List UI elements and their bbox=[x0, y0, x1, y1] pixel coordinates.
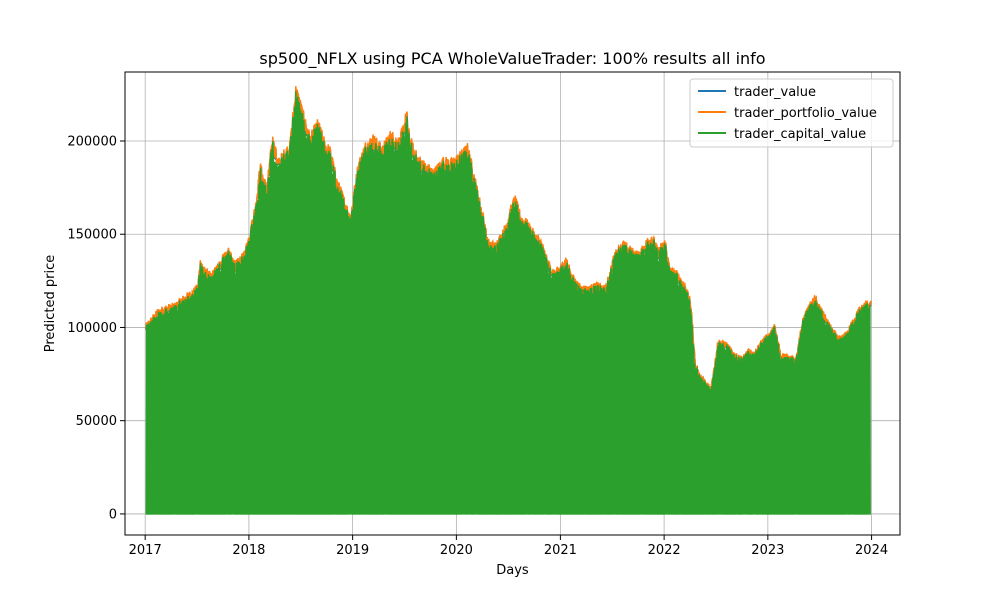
legend: trader_value trader_portfolio_value trad… bbox=[689, 78, 894, 148]
x-tick-label: 2022 bbox=[648, 543, 681, 558]
x-tick-label: 2017 bbox=[129, 543, 162, 558]
x-tick-label: 2021 bbox=[544, 543, 577, 558]
y-tick-label: 150000 bbox=[67, 228, 117, 243]
y-tick-label: 200000 bbox=[67, 134, 117, 149]
series-trader-capital-value-line bbox=[145, 91, 871, 515]
plot-frame bbox=[124, 71, 901, 536]
y-axis-title: Predicted price bbox=[43, 255, 58, 353]
y-axis: 0 50000 100000 150000 200000 bbox=[67, 134, 125, 522]
y-tick-label: 0 bbox=[109, 507, 117, 522]
legend-label-trader-value: trader_value bbox=[734, 85, 816, 100]
x-tick-label: 2020 bbox=[440, 543, 473, 558]
plot-area bbox=[124, 71, 901, 536]
series-layer bbox=[145, 86, 872, 515]
legend-label-trader-portfolio-value: trader_portfolio_value bbox=[734, 106, 877, 121]
y-tick-label: 100000 bbox=[67, 321, 117, 336]
x-axis-title: Days bbox=[496, 563, 529, 578]
x-tick-label: 2018 bbox=[232, 543, 265, 558]
y-tick-label: 50000 bbox=[76, 414, 117, 429]
x-tick-label: 2019 bbox=[336, 543, 369, 558]
legend-label-trader-capital-value: trader_capital_value bbox=[734, 127, 866, 142]
x-axis: 2017 2018 2019 2020 2021 2022 2023 2024 bbox=[129, 535, 888, 558]
x-tick-label: 2023 bbox=[751, 543, 784, 558]
legend-box bbox=[689, 78, 894, 148]
x-tick-label: 2024 bbox=[855, 543, 888, 558]
chart-title: sp500_NFLX using PCA WholeValueTrader: 1… bbox=[259, 49, 765, 69]
